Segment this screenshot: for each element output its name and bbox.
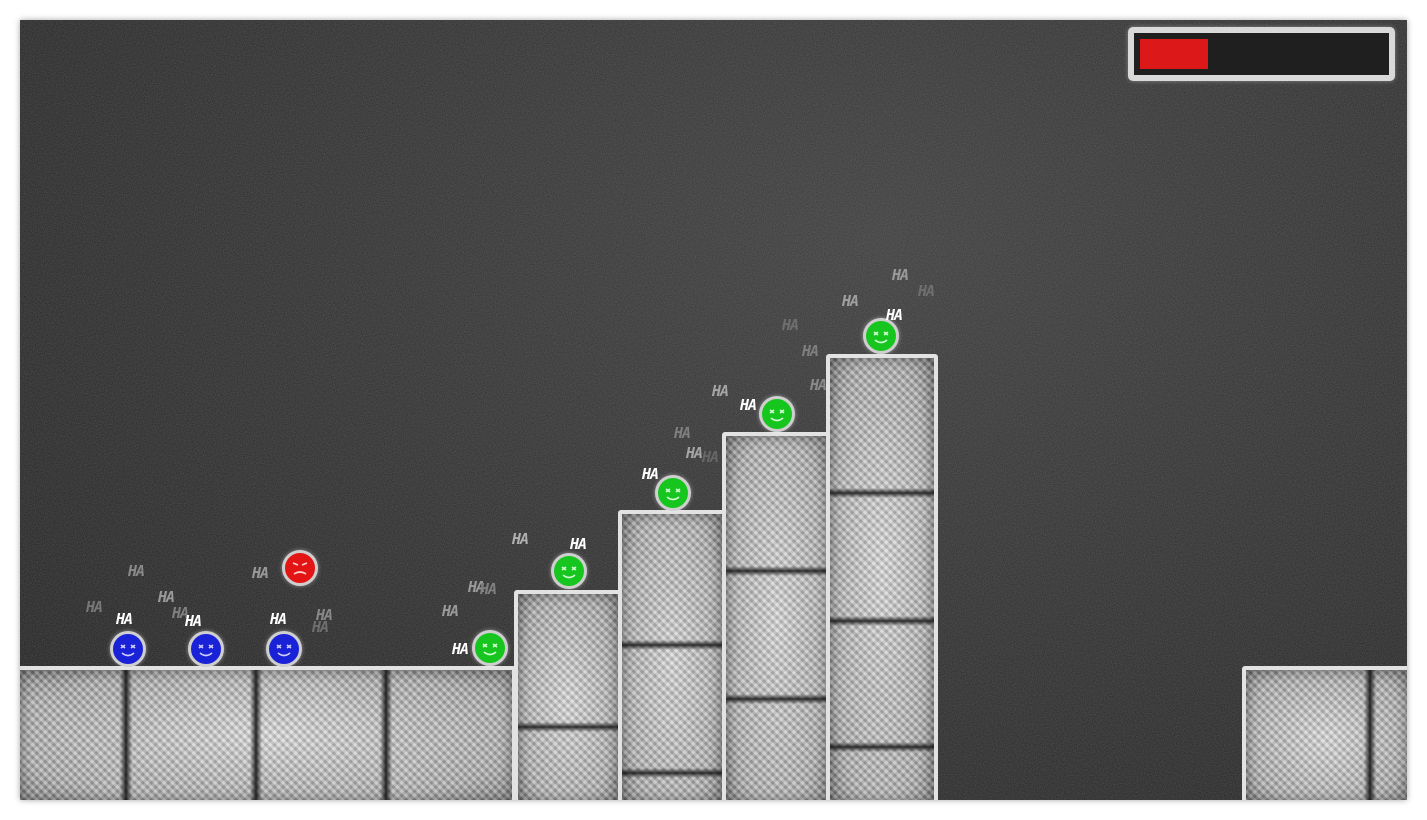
green-ball-3	[655, 475, 691, 511]
laugh-text: HA	[468, 578, 485, 596]
green-ball-2	[551, 553, 587, 589]
laugh-text: HA	[892, 266, 909, 284]
health-bar	[1128, 27, 1395, 81]
laugh-text: HA	[802, 342, 819, 360]
laugh-text: HA	[480, 580, 497, 598]
stair-block-1	[514, 590, 622, 800]
red-ball-player[interactable]	[282, 550, 318, 586]
green-ball-4	[759, 396, 795, 432]
laugh-text: HA	[686, 444, 703, 462]
blue-ball-2	[188, 631, 224, 667]
laugh-text: HA	[570, 535, 587, 553]
laugh-text: HA	[316, 606, 333, 624]
green-ball-1	[472, 630, 508, 666]
stair-block-4	[826, 354, 938, 800]
laugh-text: HA	[512, 530, 529, 548]
laugh-text: HA	[442, 602, 459, 620]
laugh-text: HA	[86, 598, 103, 616]
laugh-text: HA	[158, 588, 175, 606]
laugh-text: HA	[674, 424, 691, 442]
laugh-text: HA	[172, 604, 189, 622]
laugh-text: HA	[128, 562, 145, 580]
laugh-text: HA	[810, 376, 827, 394]
laugh-text: HA	[270, 610, 287, 628]
laugh-text: HA	[740, 396, 757, 414]
blue-ball-3	[266, 631, 302, 667]
ground-platform-right	[1242, 666, 1407, 800]
laugh-text: HA	[185, 612, 202, 630]
game-viewport[interactable]: HA HA HA HA HA HA HA HA HA HA HA HA HA H…	[20, 20, 1407, 800]
health-bar-fill	[1140, 39, 1208, 69]
laugh-text: HA	[312, 618, 329, 636]
blue-ball-1	[110, 631, 146, 667]
laugh-text: HA	[702, 448, 719, 466]
stair-block-2	[618, 510, 726, 800]
laugh-text: HA	[116, 610, 133, 628]
laugh-text: HA	[252, 564, 269, 582]
ground-platform-left	[20, 666, 516, 800]
green-ball-5	[863, 318, 899, 354]
laugh-text: HA	[918, 282, 935, 300]
laugh-text: HA	[642, 465, 659, 483]
laugh-text: HA	[712, 382, 729, 400]
stair-block-3	[722, 432, 832, 800]
laugh-text: HA	[886, 306, 903, 324]
laugh-text: HA	[782, 316, 799, 334]
laugh-text: HA	[452, 640, 469, 658]
laugh-text: HA	[842, 292, 859, 310]
